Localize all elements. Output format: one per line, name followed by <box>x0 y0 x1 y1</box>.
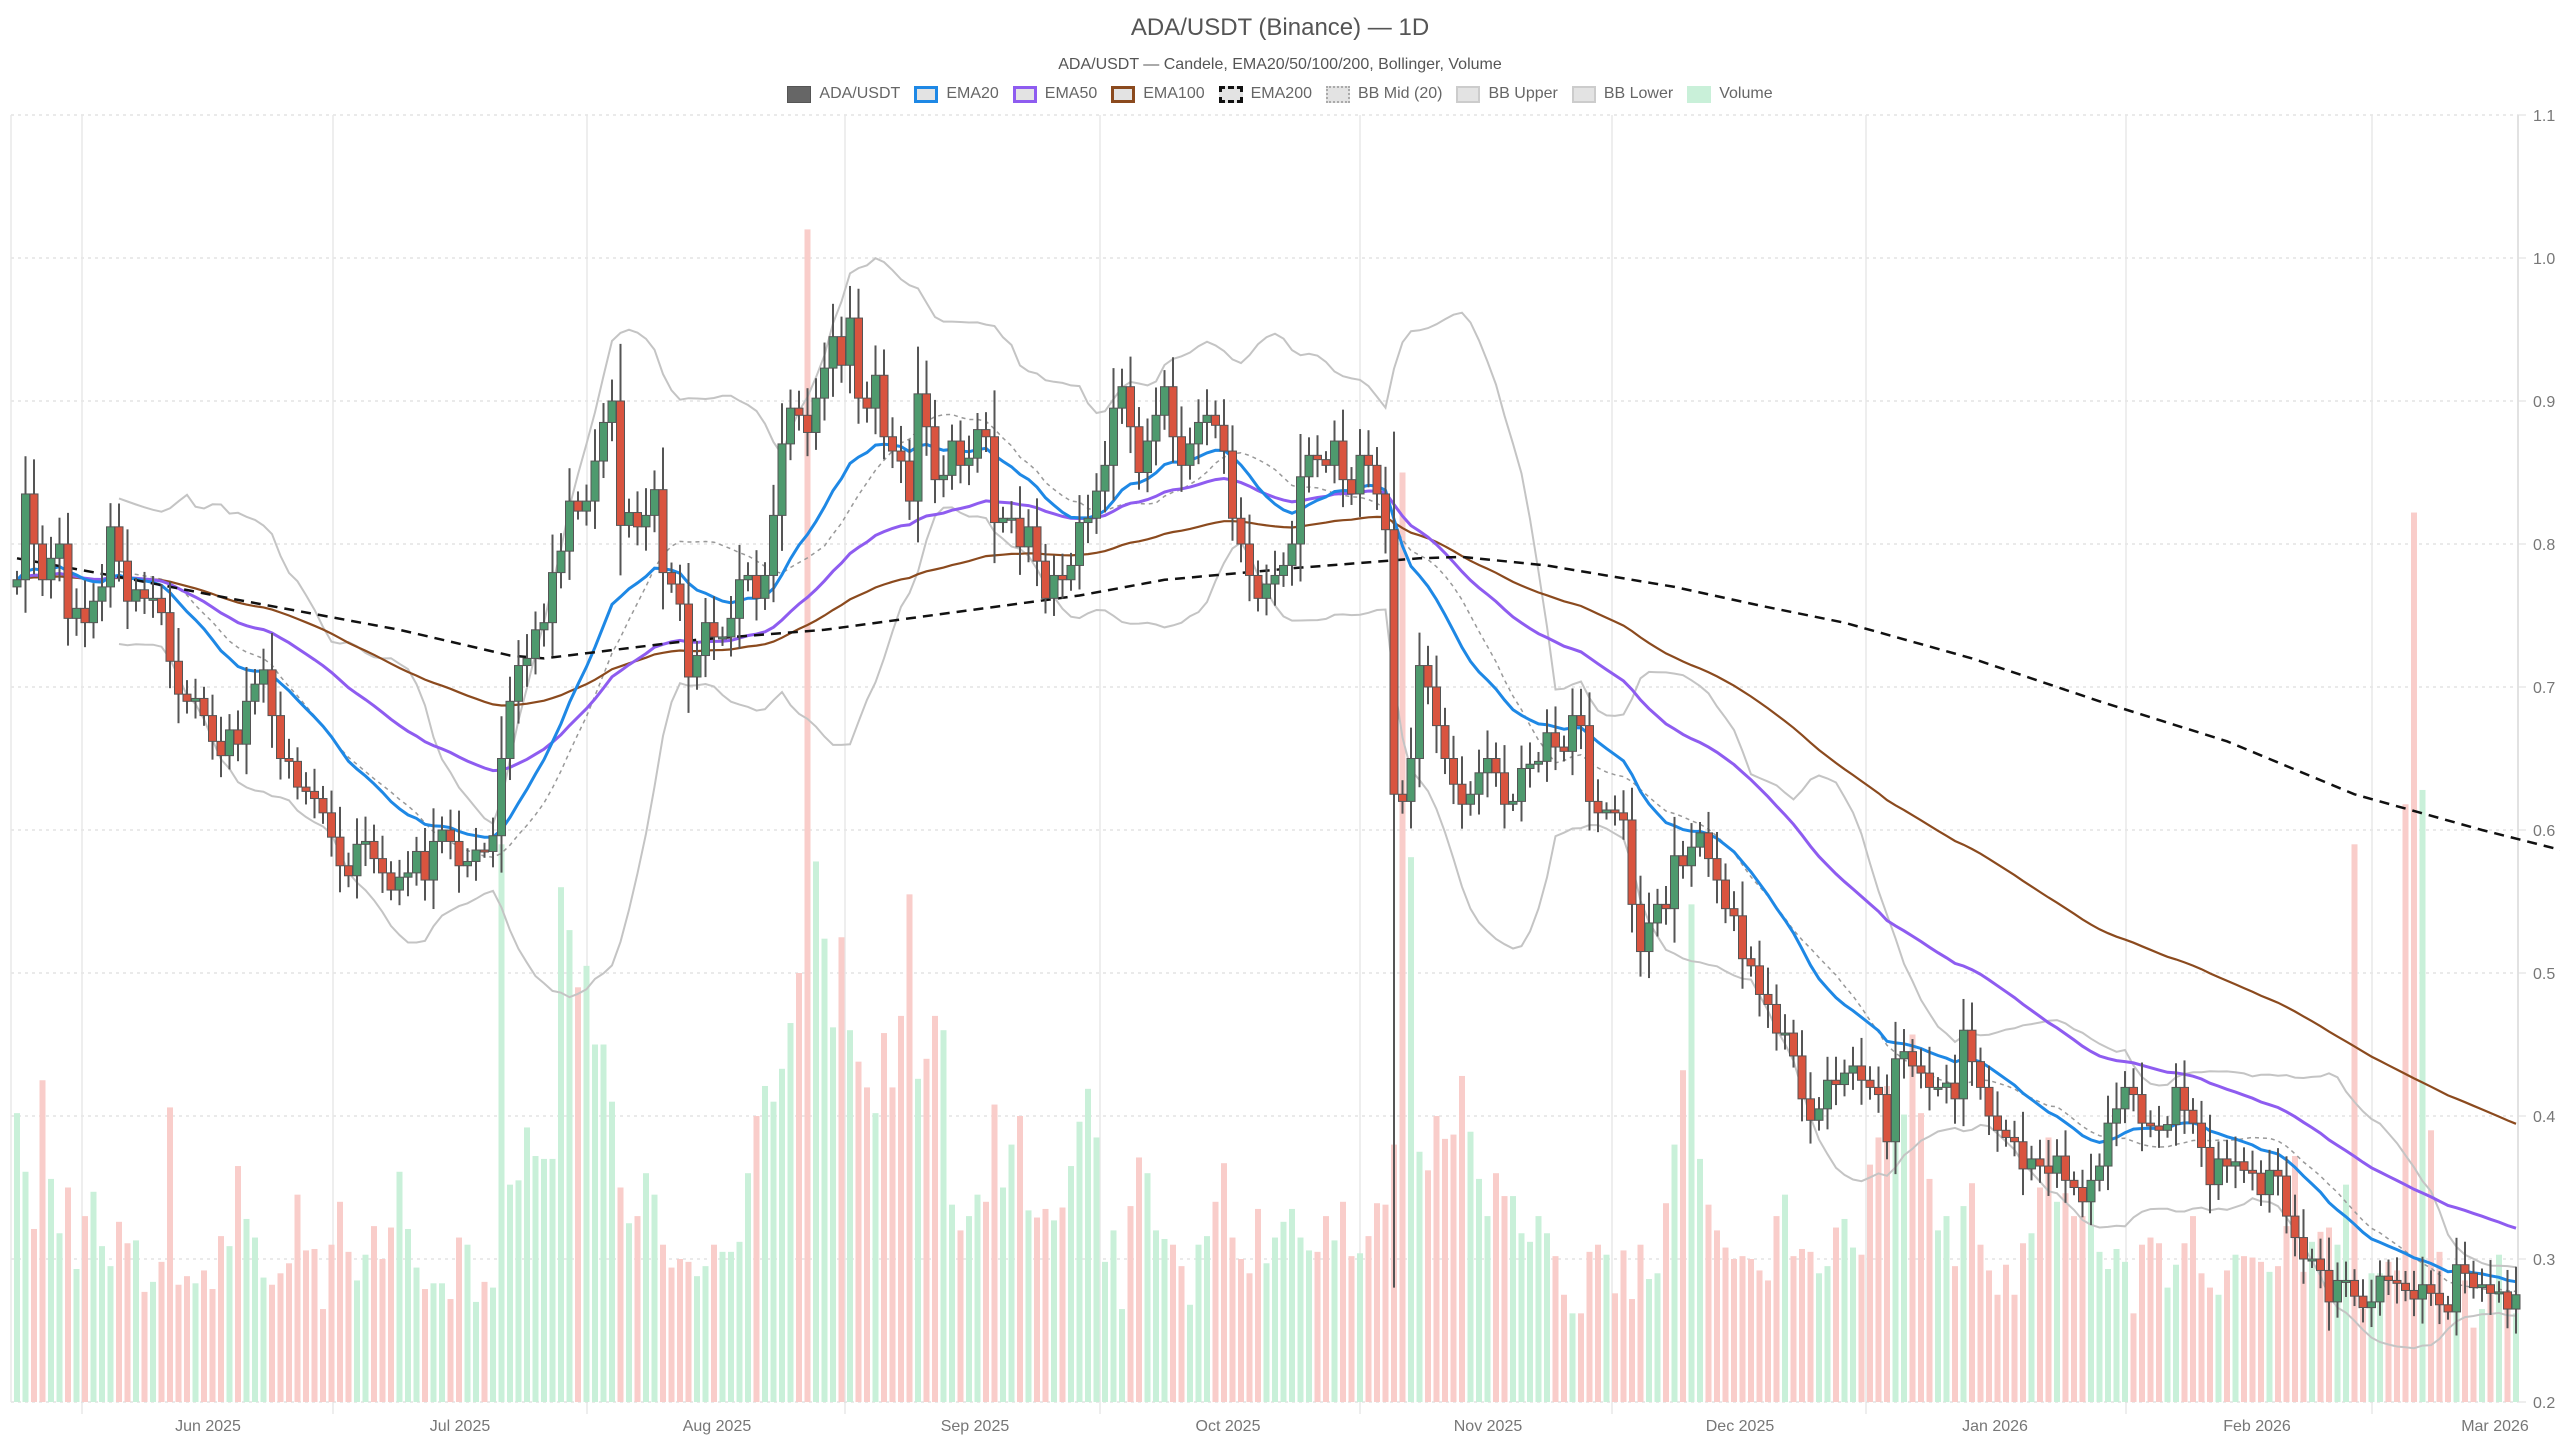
legend-label: EMA20 <box>946 85 999 102</box>
legend-label: BB Lower <box>1603 85 1674 102</box>
legend-item-bb-mid[interactable]: BB Mid (20) <box>1326 85 1442 103</box>
x-tick-label: Oct 2025 <box>1196 1418 1261 1435</box>
legend: ADA/USDT EMA20 EMA50 EMA100 EMA200 BB Mi… <box>0 85 2560 103</box>
y-axis: 0.2 0.3 0.4 0.5 0.6 0.7 0.8 0.9 1.0 1.1 <box>2518 108 2555 1412</box>
legend-swatch-icon <box>1012 85 1037 103</box>
legend-swatch-icon <box>1326 85 1350 103</box>
y-tick-label: 0.7 <box>2533 680 2555 697</box>
x-tick-label: Jan 2026 <box>1962 1418 2028 1435</box>
x-tick-label: Nov 2025 <box>1454 1418 1523 1435</box>
y-tick-label: 1.1 <box>2533 108 2555 125</box>
legend-label: EMA200 <box>1250 85 1312 102</box>
y-tick-label: 0.9 <box>2533 394 2555 411</box>
x-tick-label: Sep 2025 <box>941 1418 1010 1435</box>
candlesticks <box>12 285 2521 1336</box>
legend-item-ema100[interactable]: EMA100 <box>1111 85 1205 103</box>
x-tick-label: Aug 2025 <box>683 1418 752 1435</box>
x-axis: Jun 2025 Jul 2025 Aug 2025 Sep 2025 Oct 2025… <box>81 1402 2529 1435</box>
x-tick-label: Feb 2026 <box>2223 1418 2291 1435</box>
legend-swatch-icon <box>1456 85 1481 103</box>
legend-swatch-icon <box>1687 85 1712 103</box>
y-tick-label: 0.4 <box>2533 1109 2555 1126</box>
legend-swatch-icon <box>787 85 812 103</box>
legend-item-bb-lower[interactable]: BB Lower <box>1571 85 1674 103</box>
x-tick-label: Jul 2025 <box>430 1418 491 1435</box>
legend-label: EMA100 <box>1143 85 1205 102</box>
y-tick-label: 0.8 <box>2533 537 2555 554</box>
y-tick-label: 0.5 <box>2533 966 2555 983</box>
x-tick-label: Dec 2025 <box>1706 1418 1775 1435</box>
grid-lines <box>10 114 2519 1403</box>
bollinger-bands <box>118 257 2517 1350</box>
legend-item-ema200[interactable]: EMA200 <box>1218 85 1312 103</box>
legend-label: BB Mid (20) <box>1358 85 1443 102</box>
y-tick-label: 0.2 <box>2533 1395 2555 1412</box>
legend-swatch-icon <box>914 85 939 103</box>
ema-lines <box>15 442 2560 1284</box>
legend-label: ADA/USDT <box>819 85 901 102</box>
y-tick-label: 0.3 <box>2533 1252 2555 1269</box>
legend-item-bb-upper[interactable]: BB Upper <box>1456 85 1558 103</box>
legend-swatch-icon <box>1218 85 1243 103</box>
legend-swatch-icon <box>1571 85 1596 103</box>
legend-item-volume[interactable]: Volume <box>1687 85 1773 103</box>
y-tick-label: 0.6 <box>2533 823 2555 840</box>
legend-swatch-icon <box>1111 85 1136 103</box>
legend-item-ema20[interactable]: EMA20 <box>914 85 999 103</box>
legend-label: Volume <box>1719 85 1773 102</box>
legend-label: BB Upper <box>1488 85 1558 102</box>
y-tick-label: 1.0 <box>2533 251 2555 268</box>
legend-label: EMA50 <box>1044 85 1098 102</box>
volume-bars <box>14 229 2519 1402</box>
legend-item-ema50[interactable]: EMA50 <box>1012 85 1098 103</box>
x-tick-label: Jun 2025 <box>175 1418 241 1435</box>
legend-item-adausdt[interactable]: ADA/USDT <box>787 85 900 103</box>
chart-subtitle: ADA/USDT — Candele, EMA20/50/100/200, Bo… <box>1058 56 1502 73</box>
chart-title: ADA/USDT (Binance) — 1D <box>1130 14 1430 41</box>
x-tick-label: Mar 2026 <box>2461 1418 2529 1435</box>
